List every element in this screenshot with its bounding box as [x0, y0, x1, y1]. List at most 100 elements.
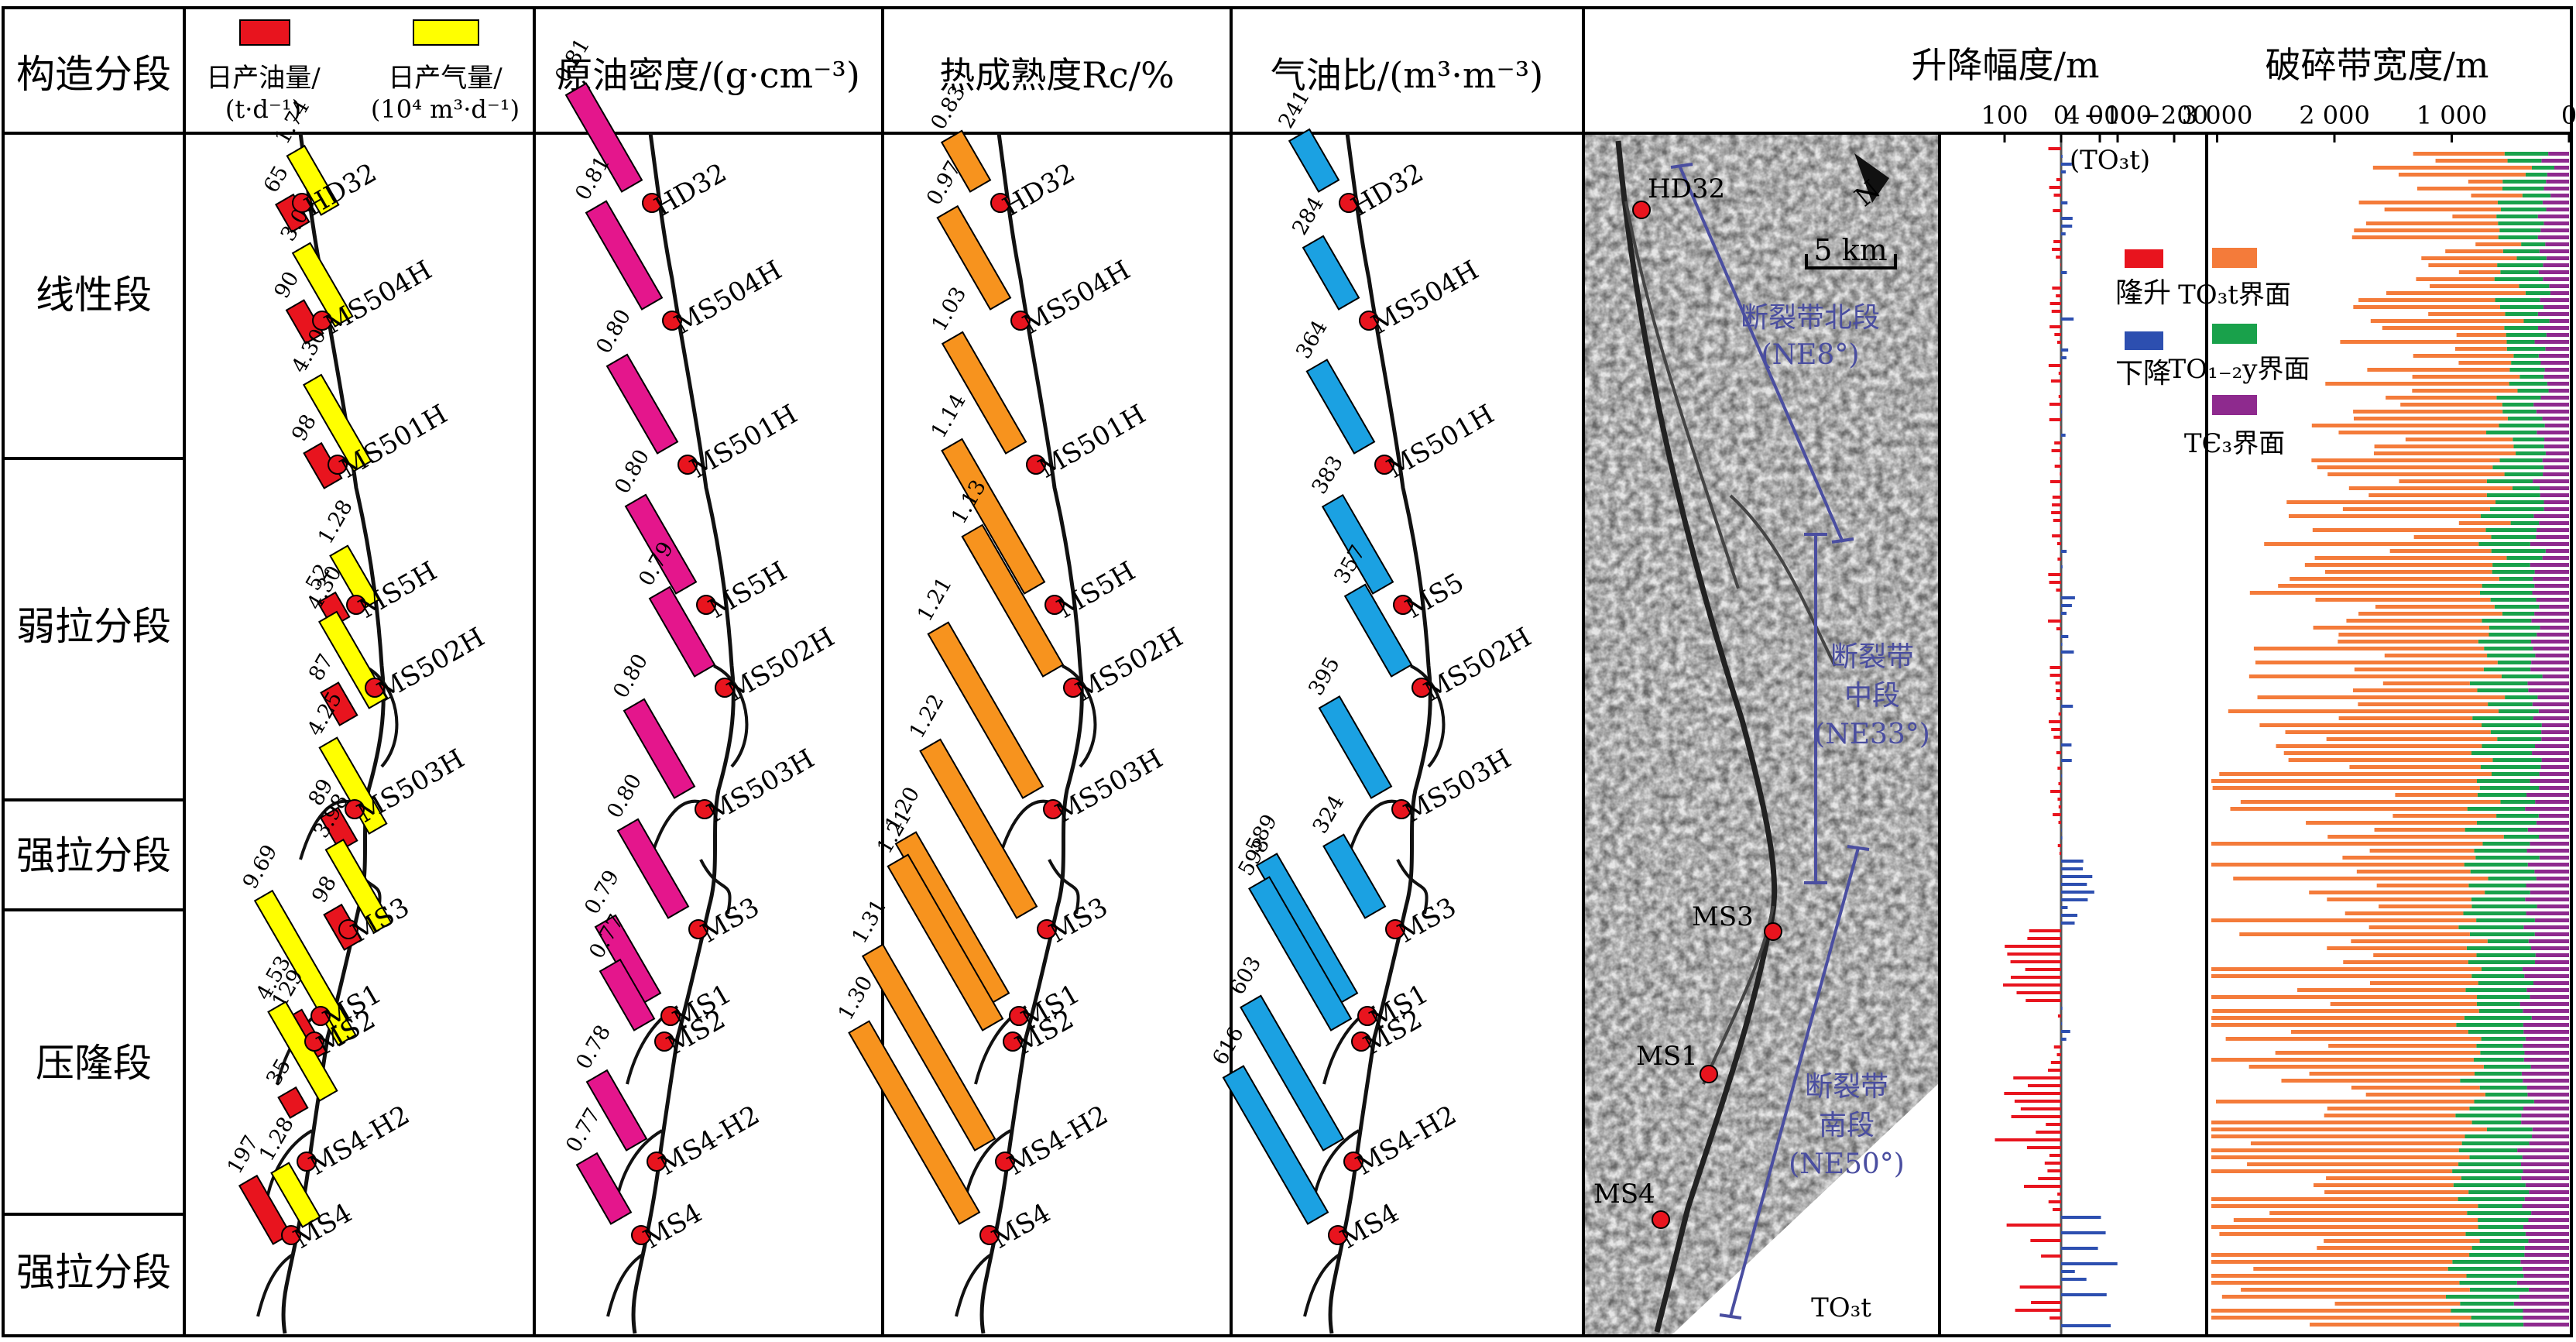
breccia-bar-segment: [2506, 556, 2543, 560]
well-label: HD32: [998, 157, 1081, 223]
breccia-bar-segment: [2537, 326, 2569, 330]
breccia-bar-segment: [2312, 528, 2486, 532]
uplift-bar: [2048, 573, 2061, 576]
south-segment-name: 断裂带: [1805, 1071, 1888, 1103]
breccia-bar-segment: [2458, 270, 2501, 274]
breccia-bar-segment: [2325, 382, 2509, 386]
breccia-bar-segment: [2326, 1176, 2461, 1180]
uplift-tick-label: −200: [2140, 101, 2208, 130]
well-label: MS4-H2: [1003, 1100, 1113, 1182]
breccia-bar-segment: [2471, 974, 2525, 978]
breccia-bar-segment: [2399, 479, 2487, 483]
well-marker: [990, 193, 1010, 213]
breccia-bar-segment: [2343, 960, 2468, 964]
breccia-bar-segment: [2211, 1274, 2467, 1278]
breccia-bar-segment: [2365, 221, 2499, 225]
uplift-bar: [2060, 387, 2061, 390]
breccia-bar-segment: [2477, 995, 2530, 999]
fault-segment-labels: 断裂带北段 (NE8°) 断裂带 中段 (NE33°) 断裂带 南段 (NE50…: [1741, 302, 1930, 1180]
breccia-bar-segment: [2513, 1302, 2569, 1306]
breccia-bar-segment: [2547, 173, 2569, 177]
scale-bar: 5 km: [1805, 233, 1897, 269]
breccia-bar-segment: [2353, 410, 2503, 414]
breccia-tick-label: 0: [2561, 101, 2576, 130]
uplift-bar: [2061, 1007, 2063, 1010]
breccia-bar-segment: [2517, 389, 2549, 393]
breccia-bar-segment: [2543, 472, 2569, 476]
well-marker: [1003, 1031, 1023, 1052]
breccia-bar-segment: [2241, 1288, 2470, 1292]
bar-value-label: 0.78: [571, 1021, 616, 1074]
breccia-bar-segment: [2532, 591, 2569, 595]
breccia-bar-segment: [2541, 159, 2569, 163]
breccia-bar-segment: [2533, 577, 2569, 581]
well-marker: [1328, 1225, 1348, 1245]
breccia-bar-segment: [2523, 1169, 2569, 1173]
breccia-bar-segment: [2327, 835, 2504, 839]
well-marker: [338, 919, 358, 939]
breccia-bar-segment: [2523, 1107, 2569, 1110]
breccia-bar-segment: [2413, 535, 2492, 539]
uplift-bar: [2049, 1154, 2061, 1157]
breccia-bar-segment: [2476, 1044, 2523, 1048]
breccia-bar-segment: [2211, 1281, 2460, 1285]
breccia-bar-segment: [2545, 347, 2569, 351]
uplift-bar: [2061, 317, 2074, 321]
breccia-bar-segment: [2525, 291, 2550, 295]
maturity-bar: [919, 738, 1038, 919]
breccia-bar-segment: [2539, 249, 2569, 253]
breccia-bar-segment: [2534, 612, 2569, 616]
uplift-bar: [2016, 991, 2061, 994]
uplift-bar: [2061, 410, 2063, 414]
breccia-legend-swatch: [2212, 248, 2257, 268]
breccia-bar-segment: [2538, 270, 2569, 274]
uplift-bar: [2038, 1177, 2061, 1180]
breccia-bar-segment: [2522, 194, 2551, 197]
breccia-bar-segment: [2382, 681, 2470, 685]
uplift-bar: [2030, 1239, 2061, 1242]
bar-value-label: 1.30: [834, 972, 878, 1025]
breccia-bar-segment: [2536, 598, 2569, 602]
breccia-bar-segment: [2317, 1246, 2472, 1250]
breccia-bar-segment: [2523, 1274, 2569, 1278]
breccia-bar-segment: [2452, 1169, 2523, 1173]
breccia-bar-segment: [2521, 1176, 2569, 1180]
breccia-bar-segment: [2539, 772, 2569, 776]
middle-segment-name-2: 中段: [1844, 680, 1900, 712]
uplift-bar: [2061, 650, 2074, 654]
uplift-bar: [2059, 852, 2061, 855]
breccia-bar-segment: [2502, 410, 2537, 414]
segment-label: 压隆段: [36, 1041, 152, 1086]
uplift-bar: [2061, 434, 2066, 437]
bar-value-label: 9.69: [238, 841, 283, 894]
breccia-bar-segment: [2523, 1225, 2569, 1229]
bar-value-label: 1.21: [913, 573, 957, 626]
uplift-bar: [2005, 945, 2061, 948]
breccia-bar-segment: [2523, 1058, 2569, 1062]
breccia-bar-segment: [2482, 584, 2535, 588]
breccia-bar-segment: [2479, 1086, 2527, 1090]
breccia-bar-segment: [2471, 898, 2526, 901]
breccia-bar-segment: [2459, 1281, 2517, 1285]
uplift-top-label: (TO₃t): [2070, 145, 2150, 176]
breccia-bar-segment: [2522, 1155, 2569, 1159]
bar-value-label: 0.77: [561, 1104, 605, 1157]
breccia-bar-segment: [2370, 319, 2524, 323]
breccia-bar-segment: [2497, 737, 2542, 741]
uplift-bar: [2056, 627, 2061, 630]
well-marker: [1026, 455, 1046, 475]
breccia-bar-segment: [2480, 591, 2533, 595]
uplift-bar: [2051, 728, 2061, 731]
maturity-bar: [927, 621, 1044, 799]
breccia-bar-segment: [2286, 500, 2496, 504]
bar-value-label: 1.22: [905, 690, 949, 743]
gor-bar: [1322, 833, 1387, 919]
uplift-bar: [2060, 457, 2061, 460]
uplift-tick-label: 100: [1981, 101, 2028, 130]
breccia-bar-segment: [2221, 1295, 2446, 1299]
uplift-bar: [2061, 898, 2088, 901]
breccia-bar-segment: [2543, 187, 2569, 190]
breccia-bar-segment: [2264, 542, 2479, 546]
uplift-bar: [2027, 937, 2061, 940]
breccia-bar-segment: [2211, 1023, 2457, 1027]
